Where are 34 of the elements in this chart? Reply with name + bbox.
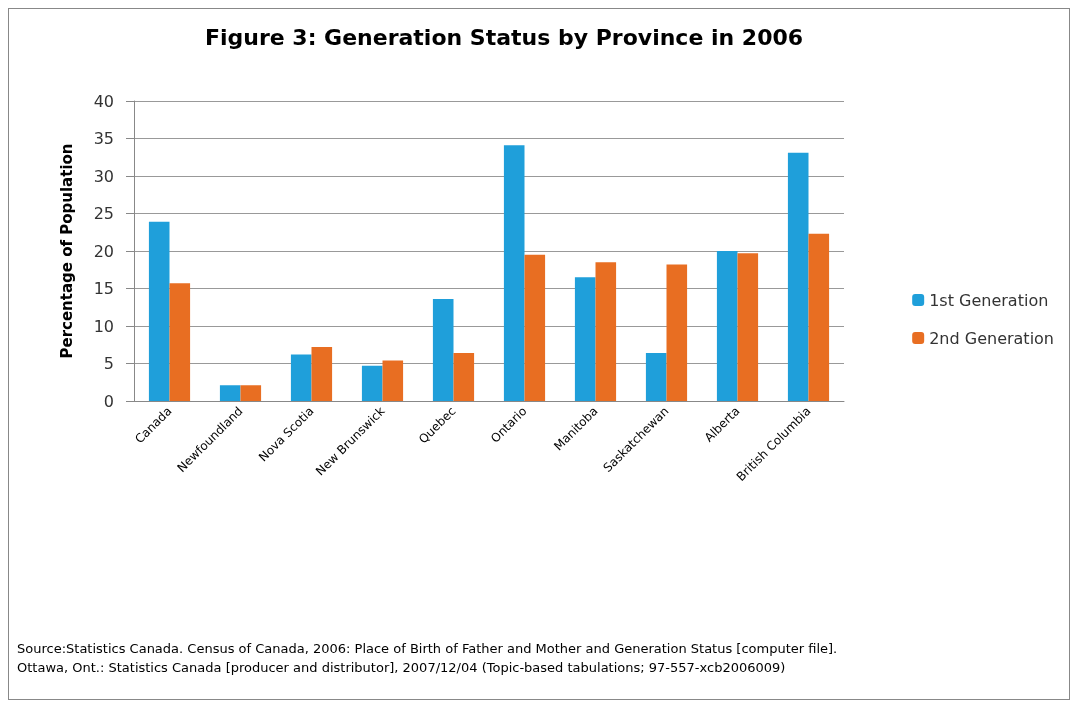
bar: [645, 353, 667, 401]
bar: [219, 385, 241, 401]
bar: [240, 385, 262, 401]
chart-title: Figure 3: Generation Status by Province in 2006: [204, 24, 804, 50]
y-axis-title: Percentage of Population: [57, 143, 76, 359]
source-note: Source:Statistics Canada. Census of Canada, 2006: Place of Birth of Father and Mother and Generation Status [computer file]. Ottawa, Ont.: Statistics Canada [producer and distributor], 2007/12/04 (Topic-based tabulations; 97-557-xcb2006009): [17, 640, 839, 677]
bar: [453, 353, 475, 401]
bar: [432, 299, 454, 401]
bar: [290, 354, 312, 401]
bar: [361, 365, 383, 401]
bar: [787, 152, 809, 401]
y-tick-label: 30: [93, 166, 114, 186]
y-tick-label: 40: [93, 91, 114, 111]
bar: [666, 264, 688, 401]
bar: [169, 283, 191, 401]
bar: [148, 221, 170, 401]
bar: [595, 262, 617, 401]
bar: [524, 254, 546, 401]
bar: [503, 145, 525, 401]
legend-label: 1st Generation: [929, 290, 1049, 310]
bar: [574, 277, 596, 401]
legend-label: 2nd Generation: [929, 328, 1055, 348]
y-tick-label: 0: [103, 391, 114, 411]
bar: [716, 251, 738, 401]
bar: [737, 253, 759, 401]
y-tick-label: 25: [93, 204, 114, 223]
bar: [382, 360, 404, 401]
y-tick-label: 10: [93, 316, 114, 336]
y-tick-label: 35: [93, 129, 114, 148]
bar: [311, 347, 333, 401]
y-tick-label: 5: [103, 354, 114, 373]
bar: [808, 233, 830, 401]
y-tick-label: 15: [93, 279, 114, 298]
y-tick-label: 20: [93, 241, 114, 261]
